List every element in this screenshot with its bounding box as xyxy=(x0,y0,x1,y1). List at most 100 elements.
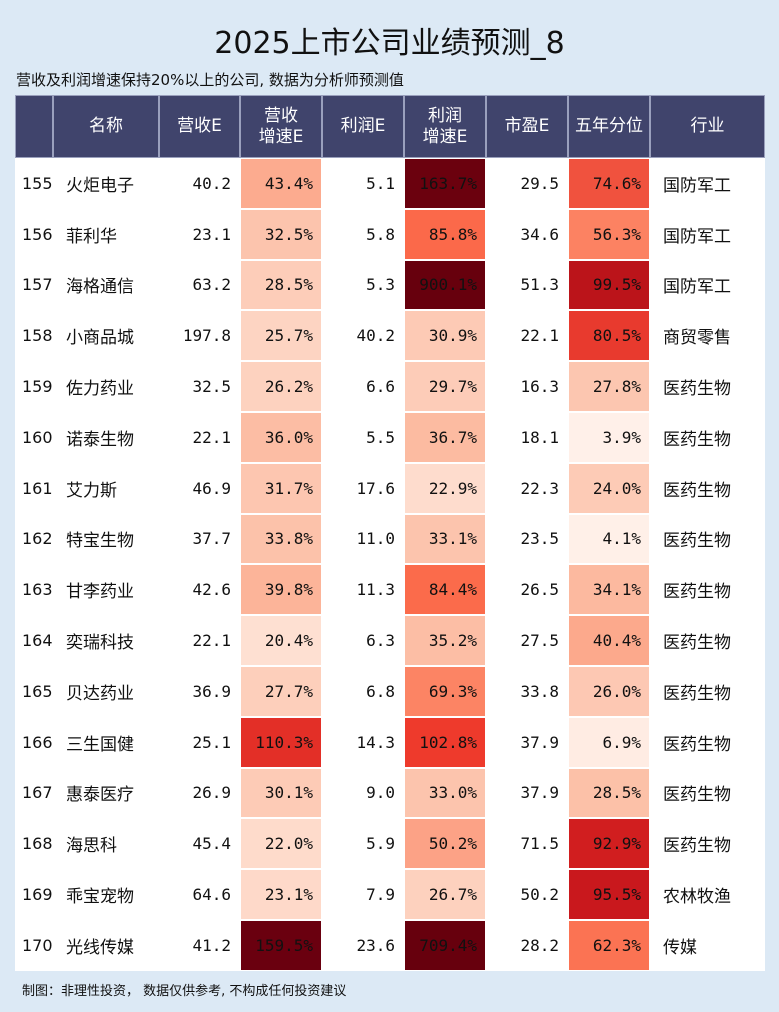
cell-company-name: 光线传媒 xyxy=(53,919,159,971)
cell-revenue-growth: 27.7% xyxy=(240,665,322,717)
table-row: 160 诺泰生物 22.1 36.0% 5.5 36.7% 18.1 3.9% 医药生物 xyxy=(15,411,765,463)
cell-profit: 17.6 xyxy=(322,462,404,514)
cell-revenue: 40.2 xyxy=(159,158,240,209)
cell-pe: 22.3 xyxy=(486,462,568,514)
cell-profit-growth: 163.7% xyxy=(404,158,486,209)
header-profit: 利润E xyxy=(322,95,404,158)
cell-pe: 27.5 xyxy=(486,615,568,666)
header-name: 名称 xyxy=(53,95,159,158)
cell-pe: 16.3 xyxy=(486,361,568,412)
table-row: 169 乖宝宠物 64.6 23.1% 7.9 26.7% 50.2 95.5% 农林牧渔 xyxy=(15,869,765,920)
cell-index: 163 xyxy=(15,564,53,616)
forecast-table: 名称 营收E 营收 增速E 利润E 利润 增速E 市盈E 五年分位 行业 155… xyxy=(15,95,765,971)
cell-pe-percentile: 56.3% xyxy=(568,208,650,260)
cell-company-name: 艾力斯 xyxy=(53,462,159,514)
cell-pe: 26.5 xyxy=(486,564,568,616)
cell-company-name: 奕瑞科技 xyxy=(53,615,159,666)
cell-pe: 71.5 xyxy=(486,818,568,870)
cell-pe: 29.5 xyxy=(486,158,568,209)
table-row: 159 佐力药业 32.5 26.2% 6.6 29.7% 16.3 27.8% 医药生物 xyxy=(15,361,765,412)
header-index xyxy=(15,95,53,158)
cell-profit: 6.3 xyxy=(322,615,404,666)
cell-pe-percentile: 28.5% xyxy=(568,767,650,819)
header-profit-growth: 利润 增速E xyxy=(404,95,486,158)
cell-index: 157 xyxy=(15,259,53,311)
cell-profit-growth: 26.7% xyxy=(404,869,486,920)
cell-revenue: 64.6 xyxy=(159,869,240,920)
cell-profit-growth: 84.4% xyxy=(404,564,486,616)
cell-company-name: 佐力药业 xyxy=(53,361,159,412)
header-profit-growth-line1: 利润 xyxy=(428,105,462,126)
cell-profit: 5.3 xyxy=(322,259,404,311)
cell-profit-growth: 35.2% xyxy=(404,615,486,666)
cell-revenue: 37.7 xyxy=(159,513,240,565)
header-industry: 行业 xyxy=(650,95,765,158)
cell-company-name: 惠泰医疗 xyxy=(53,767,159,819)
cell-industry: 国防军工 xyxy=(650,208,765,260)
cell-revenue-growth: 33.8% xyxy=(240,513,322,565)
cell-pe-percentile: 4.1% xyxy=(568,513,650,565)
cell-pe-percentile: 3.9% xyxy=(568,411,650,463)
cell-index: 167 xyxy=(15,767,53,819)
cell-profit: 5.8 xyxy=(322,208,404,260)
cell-company-name: 诺泰生物 xyxy=(53,411,159,463)
cell-revenue-growth: 39.8% xyxy=(240,564,322,616)
cell-revenue: 36.9 xyxy=(159,665,240,717)
cell-revenue: 46.9 xyxy=(159,462,240,514)
cell-pe-percentile: 99.5% xyxy=(568,259,650,311)
cell-company-name: 三生国健 xyxy=(53,716,159,768)
cell-pe-percentile: 26.0% xyxy=(568,665,650,717)
cell-revenue: 42.6 xyxy=(159,564,240,616)
table-row: 161 艾力斯 46.9 31.7% 17.6 22.9% 22.3 24.0% 医药生物 xyxy=(15,462,765,514)
cell-revenue: 23.1 xyxy=(159,208,240,260)
cell-revenue-growth: 32.5% xyxy=(240,208,322,260)
cell-company-name: 菲利华 xyxy=(53,208,159,260)
cell-index: 160 xyxy=(15,411,53,463)
cell-revenue-growth: 31.7% xyxy=(240,462,322,514)
table-row: 167 惠泰医疗 26.9 30.1% 9.0 33.0% 37.9 28.5% 医药生物 xyxy=(15,767,765,819)
cell-industry: 传媒 xyxy=(650,919,765,971)
cell-profit-growth: 85.8% xyxy=(404,208,486,260)
cell-revenue-growth: 26.2% xyxy=(240,361,322,412)
table-row: 168 海思科 45.4 22.0% 5.9 50.2% 71.5 92.9% 医药生物 xyxy=(15,818,765,870)
footer-disclaimer: 制图：非理性投资， 数据仅供参考, 不构成任何投资建议 xyxy=(22,984,347,999)
cell-industry: 医药生物 xyxy=(650,462,765,514)
cell-profit: 5.5 xyxy=(322,411,404,463)
cell-profit-growth: 29.7% xyxy=(404,361,486,412)
table-row: 170 光线传媒 41.2 159.5% 23.6 709.4% 28.2 62.3% 传媒 xyxy=(15,919,765,971)
cell-pe-percentile: 80.5% xyxy=(568,310,650,362)
cell-pe: 18.1 xyxy=(486,411,568,463)
cell-profit-growth: 36.7% xyxy=(404,411,486,463)
cell-profit: 11.0 xyxy=(322,513,404,565)
table-body: 155 火炬电子 40.2 43.4% 5.1 163.7% 29.5 74.6% 国防军工 15… xyxy=(15,158,765,971)
cell-company-name: 乖宝宠物 xyxy=(53,869,159,920)
cell-revenue-growth: 159.5% xyxy=(240,919,322,971)
cell-revenue: 26.9 xyxy=(159,767,240,819)
cell-revenue-growth: 30.1% xyxy=(240,767,322,819)
cell-revenue: 32.5 xyxy=(159,361,240,412)
cell-profit-growth: 900.1% xyxy=(404,259,486,311)
cell-profit-growth: 30.9% xyxy=(404,310,486,362)
table-row: 165 贝达药业 36.9 27.7% 6.8 69.3% 33.8 26.0% 医药生物 xyxy=(15,665,765,717)
cell-pe-percentile: 24.0% xyxy=(568,462,650,514)
cell-profit-growth: 33.1% xyxy=(404,513,486,565)
cell-company-name: 海思科 xyxy=(53,818,159,870)
cell-revenue-growth: 43.4% xyxy=(240,158,322,209)
cell-industry: 国防军工 xyxy=(650,259,765,311)
cell-profit-growth: 22.9% xyxy=(404,462,486,514)
cell-profit: 7.9 xyxy=(322,869,404,920)
cell-index: 165 xyxy=(15,665,53,717)
table-row: 164 奕瑞科技 22.1 20.4% 6.3 35.2% 27.5 40.4% 医药生物 xyxy=(15,615,765,666)
cell-industry: 医药生物 xyxy=(650,411,765,463)
header-revenue-growth: 营收 增速E xyxy=(240,95,322,158)
cell-pe: 37.9 xyxy=(486,767,568,819)
cell-company-name: 火炬电子 xyxy=(53,158,159,209)
cell-pe: 51.3 xyxy=(486,259,568,311)
cell-industry: 医药生物 xyxy=(650,564,765,616)
cell-revenue: 63.2 xyxy=(159,259,240,311)
cell-industry: 医药生物 xyxy=(650,361,765,412)
table-row: 155 火炬电子 40.2 43.4% 5.1 163.7% 29.5 74.6% 国防军工 xyxy=(15,158,765,209)
cell-index: 159 xyxy=(15,361,53,412)
header-revenue-growth-line1: 营收 xyxy=(264,105,298,126)
cell-revenue: 41.2 xyxy=(159,919,240,971)
